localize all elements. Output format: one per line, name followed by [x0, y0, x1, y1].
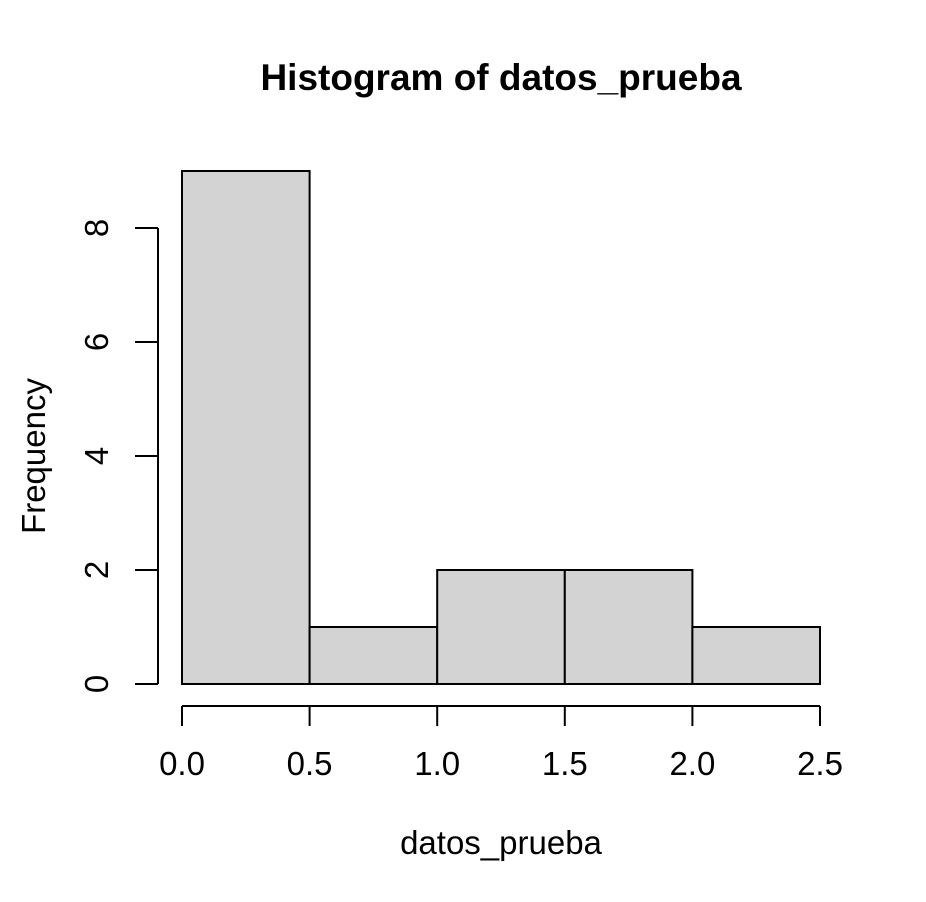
chart-title: Histogram of datos_prueba — [260, 57, 741, 98]
x-tick-label: 2.5 — [797, 745, 843, 782]
x-tick-label: 0.0 — [159, 745, 205, 782]
x-tick-label: 2.0 — [669, 745, 715, 782]
x-tick-label: 0.5 — [287, 745, 333, 782]
x-axis: 0.0 0.5 1.0 1.5 2.0 2.5 — [159, 705, 843, 782]
x-tick-label: 1.5 — [542, 745, 588, 782]
histogram-bar — [691, 626, 822, 685]
y-tick-label: 6 — [78, 333, 115, 351]
histogram-bar — [308, 626, 439, 685]
histogram-bar — [436, 569, 566, 685]
y-tick-label: 2 — [78, 561, 115, 579]
histogram-bar — [181, 170, 311, 685]
y-axis-label: Frequency — [15, 378, 52, 534]
y-tick-label: 8 — [78, 219, 115, 237]
histogram-bar — [563, 569, 694, 685]
y-tick-label: 0 — [78, 675, 115, 693]
x-tick-label: 1.0 — [414, 745, 460, 782]
y-axis: 0 2 4 6 8 — [78, 219, 159, 693]
x-axis-label: datos_prueba — [400, 824, 602, 861]
bars-group — [181, 170, 822, 685]
y-tick-label: 4 — [78, 447, 115, 465]
